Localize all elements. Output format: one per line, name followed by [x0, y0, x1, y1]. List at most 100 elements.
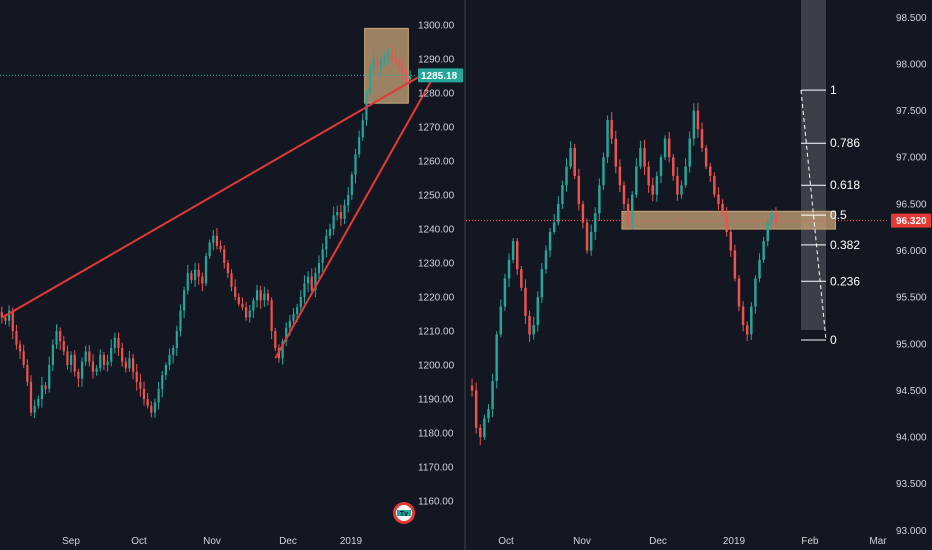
candle-body [95, 368, 98, 372]
candle-body [676, 175, 679, 195]
candle-body [77, 371, 80, 379]
candle-body [328, 229, 332, 236]
zone-rectangle[interactable] [364, 27, 409, 104]
left-price-tick: 1160.00 [418, 497, 454, 508]
fib-level-label: 0 [830, 333, 837, 347]
candle-body [197, 269, 200, 277]
candle-body [241, 303, 244, 308]
candle-body [507, 259, 511, 279]
candle-body [135, 371, 138, 382]
left-chart-pane[interactable]: 1160.00 1170.00 1180.00 1190.00 1200.00 1210.… [0, 21, 463, 548]
candle-body [409, 76, 412, 80]
left-price-axis[interactable]: 1160.00 1170.00 1180.00 1190.00 1200.00 1210.… [418, 21, 455, 508]
candle-body [223, 249, 226, 263]
right-month-tick: Feb [801, 536, 819, 547]
candle-body [131, 358, 135, 372]
tradingview-logo-icon: Tv [393, 502, 415, 524]
left-price-tick: 1210.00 [418, 327, 455, 338]
candle-body [515, 241, 519, 270]
candle-body [552, 222, 556, 232]
pane-divider[interactable] [464, 0, 466, 550]
left-price-tick: 1290.00 [418, 55, 455, 66]
left-month-tick: Dec [279, 536, 297, 547]
candle-body [762, 241, 765, 260]
trendline[interactable] [2, 68, 433, 319]
left-price-tick: 1200.00 [418, 361, 455, 372]
left-month-tick: Nov [203, 536, 221, 547]
left-price-tick: 1260.00 [418, 157, 455, 168]
candle-body [561, 185, 564, 204]
fib-range-band [801, 0, 826, 330]
candle-body [358, 137, 361, 155]
right-chart-pane[interactable]: 1 0.786 0.618 0.5 0.382 0.236 0 93.000 93.500 94… [466, 0, 931, 547]
left-time-axis[interactable]: Sep Oct Nov Dec 2019 [62, 536, 362, 547]
candle-body [102, 354, 106, 365]
candle-body [157, 388, 160, 403]
candle-body [106, 361, 109, 365]
candle-body [704, 147, 708, 167]
fibonacci-retracement[interactable]: 1 0.786 0.618 0.5 0.382 0.236 0 [800, 83, 860, 347]
candle-body [84, 351, 87, 362]
candle-body [164, 365, 167, 376]
candle-body [88, 351, 91, 362]
candle-body [622, 185, 626, 204]
candle-body [474, 390, 478, 428]
left-price-tick: 1220.00 [418, 293, 455, 304]
candle-body [252, 300, 255, 311]
left-price-tick: 1280.00 [418, 89, 455, 100]
right-month-tick: 2019 [723, 536, 746, 547]
fib-level-label: 0.786 [830, 136, 860, 150]
candle-body [361, 120, 364, 138]
candle-body [709, 166, 712, 176]
fib-level-label: 0.236 [830, 274, 860, 288]
svg-text:Tv: Tv [400, 511, 408, 518]
candle-body [487, 409, 490, 419]
candle-body [737, 278, 741, 307]
candle-body [310, 276, 313, 291]
candle-body [667, 138, 671, 158]
candle-body [117, 337, 120, 348]
candle-body [186, 273, 189, 291]
candle-body [219, 246, 222, 250]
right-price-axis[interactable]: 93.000 93.500 94.000 94.500 95.000 95.500 96.0… [896, 13, 927, 537]
right-time-axis[interactable]: Oct Nov Dec 2019 Feb Mar [498, 536, 887, 547]
right-price-tick: 97.000 [896, 153, 927, 164]
left-price-tick: 1180.00 [418, 429, 454, 440]
candle-body [161, 375, 164, 389]
candle-body [26, 365, 29, 382]
right-price-tick: 97.500 [896, 106, 927, 117]
candle-body [124, 361, 127, 369]
candle-body [659, 157, 663, 176]
candle-body [110, 348, 113, 362]
candle-body [729, 231, 733, 251]
candle-body [193, 269, 197, 280]
candle-body [321, 249, 324, 263]
candle-body [376, 59, 379, 70]
candle-body [725, 213, 728, 232]
trendline[interactable] [274, 78, 433, 359]
candle-body [204, 256, 208, 284]
candle-body [40, 385, 44, 399]
zone-rectangle[interactable] [621, 210, 836, 230]
candle-body [614, 138, 618, 167]
left-price-tick: 1270.00 [418, 123, 455, 134]
candle-body [73, 354, 76, 372]
candle-body [577, 175, 581, 204]
candle-body [347, 195, 350, 206]
candle-body [18, 344, 22, 352]
candle-body [639, 147, 642, 167]
right-price-tick: 94.000 [896, 433, 927, 444]
candle-body [585, 222, 589, 251]
candle-body [688, 138, 691, 167]
candle-body [524, 287, 527, 316]
candle-body [212, 235, 215, 243]
candle-body [306, 276, 310, 284]
candle-body [226, 263, 229, 274]
fib-level-label: 1 [830, 83, 837, 97]
candle-body [618, 166, 622, 186]
candle-body [606, 119, 609, 158]
left-price-tick: 1240.00 [418, 225, 455, 236]
candle-body [368, 69, 372, 93]
right-drawings [621, 210, 836, 230]
